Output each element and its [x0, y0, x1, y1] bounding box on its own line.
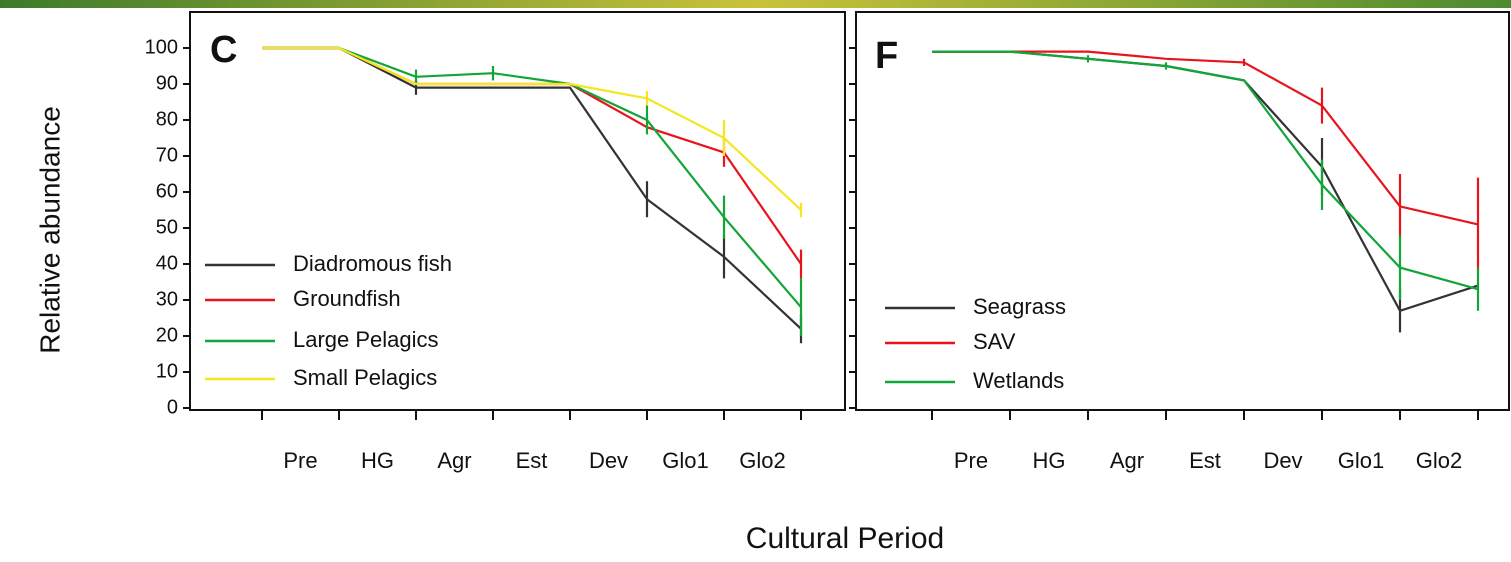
x-tick-label: Dev — [589, 448, 628, 473]
panel-frame — [189, 11, 846, 411]
legend-label: Wetlands — [973, 368, 1064, 393]
series-line — [262, 46, 802, 211]
y-tick-label: 10 — [156, 360, 178, 382]
x-tick-label: Est — [1189, 448, 1221, 473]
y-axis-label: Relative abundance — [34, 106, 65, 354]
y-tick-label: 100 — [145, 36, 178, 58]
y-tick-label: 70 — [156, 144, 178, 166]
x-axis-label: Cultural Period — [746, 522, 944, 555]
series-line — [932, 50, 1479, 313]
y-tick-label: 50 — [156, 216, 178, 238]
series-line — [932, 50, 1479, 291]
series-line — [262, 46, 802, 265]
x-tick-label: Agr — [437, 448, 471, 473]
x-tick-label: Pre — [954, 448, 988, 473]
panel-letter: F — [875, 35, 898, 77]
x-tick-label: Glo1 — [1338, 448, 1384, 473]
legend-label: Groundfish — [293, 286, 401, 311]
x-tick-label: Glo1 — [662, 448, 708, 473]
x-tick-label: Est — [516, 448, 548, 473]
x-tick-label: Agr — [1110, 448, 1144, 473]
series-line — [932, 50, 1479, 226]
x-tick-label: HG — [1033, 448, 1066, 473]
y-tick-label: 40 — [156, 252, 178, 274]
legend-label: Small Pelagics — [293, 365, 437, 390]
x-tick-label: Dev — [1263, 448, 1302, 473]
x-tick-label: Glo2 — [739, 448, 785, 473]
panel-frame — [855, 11, 1510, 411]
x-tick-label: Pre — [283, 448, 317, 473]
legend-label: Large Pelagics — [293, 327, 439, 352]
y-tick-label: 20 — [156, 324, 178, 346]
y-tick-label: 80 — [156, 108, 178, 130]
y-tick-label: 90 — [156, 72, 178, 94]
y-tick-label: 60 — [156, 180, 178, 202]
legend-label: Diadromous fish — [293, 251, 452, 276]
legend-label: SAV — [973, 329, 1016, 354]
x-tick-label: HG — [361, 448, 394, 473]
y-tick-label: 0 — [167, 396, 178, 418]
panel-letter: C — [210, 29, 237, 71]
top-strip — [0, 0, 1511, 8]
y-tick-label: 30 — [156, 288, 178, 310]
x-tick-label: Glo2 — [1416, 448, 1462, 473]
legend-label: Seagrass — [973, 294, 1066, 319]
